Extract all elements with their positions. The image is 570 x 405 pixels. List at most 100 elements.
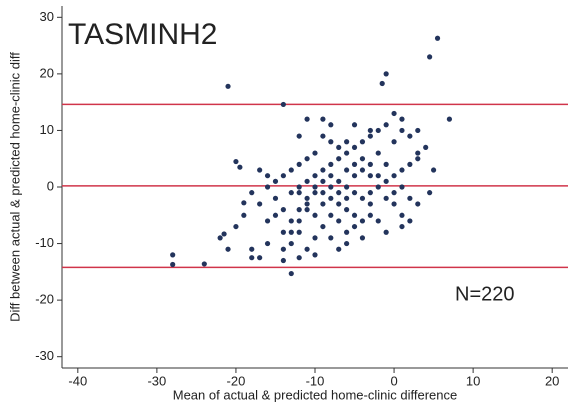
x-tick-label: -20 bbox=[227, 373, 246, 388]
point bbox=[328, 184, 334, 190]
point bbox=[320, 167, 326, 173]
point bbox=[249, 190, 255, 196]
point bbox=[328, 195, 334, 201]
point bbox=[415, 156, 421, 162]
point bbox=[304, 195, 310, 201]
point bbox=[304, 201, 310, 207]
point bbox=[288, 240, 294, 247]
point bbox=[383, 71, 389, 77]
point bbox=[328, 235, 334, 241]
point bbox=[351, 223, 358, 230]
point bbox=[272, 212, 279, 218]
y-tick-label: -30 bbox=[35, 348, 54, 363]
point bbox=[399, 223, 405, 230]
point bbox=[427, 54, 433, 60]
point bbox=[367, 161, 373, 167]
point bbox=[344, 207, 350, 213]
point bbox=[399, 167, 405, 173]
point bbox=[351, 144, 358, 151]
point bbox=[415, 150, 421, 156]
point bbox=[237, 164, 243, 170]
point bbox=[344, 139, 350, 145]
point bbox=[415, 127, 421, 134]
point bbox=[264, 218, 271, 224]
point bbox=[375, 150, 381, 156]
point bbox=[296, 207, 302, 213]
point bbox=[170, 252, 176, 258]
point bbox=[351, 190, 358, 196]
x-tick-label: 10 bbox=[466, 373, 480, 388]
point bbox=[320, 223, 326, 230]
point bbox=[336, 144, 342, 151]
x-tick-label: -30 bbox=[147, 373, 166, 388]
point bbox=[296, 218, 302, 224]
point bbox=[320, 133, 326, 139]
point bbox=[264, 173, 271, 179]
point bbox=[446, 116, 453, 122]
point bbox=[201, 261, 207, 267]
point bbox=[427, 190, 433, 196]
x-tick-label: -10 bbox=[306, 373, 325, 388]
point bbox=[359, 156, 366, 162]
point bbox=[170, 261, 176, 268]
point bbox=[320, 116, 326, 122]
point bbox=[328, 161, 334, 167]
point bbox=[375, 218, 381, 224]
point bbox=[249, 255, 255, 261]
point bbox=[336, 218, 342, 224]
point bbox=[383, 195, 389, 201]
point bbox=[344, 167, 350, 173]
point bbox=[280, 246, 286, 252]
point bbox=[221, 231, 227, 237]
point bbox=[383, 161, 389, 167]
point bbox=[304, 207, 310, 213]
point bbox=[336, 178, 342, 184]
point bbox=[351, 212, 358, 218]
point bbox=[225, 83, 231, 89]
point bbox=[399, 184, 405, 190]
point bbox=[407, 218, 413, 224]
point bbox=[257, 255, 263, 261]
point bbox=[272, 178, 279, 184]
point bbox=[304, 178, 310, 184]
point bbox=[272, 195, 279, 201]
point bbox=[367, 212, 373, 218]
point bbox=[391, 173, 397, 179]
point bbox=[407, 161, 413, 167]
point bbox=[336, 190, 342, 196]
point bbox=[399, 116, 405, 122]
point bbox=[312, 252, 318, 258]
point bbox=[415, 201, 421, 207]
point bbox=[407, 133, 413, 139]
point bbox=[359, 195, 366, 201]
point bbox=[320, 190, 326, 196]
point bbox=[375, 184, 381, 190]
point bbox=[328, 212, 334, 218]
point bbox=[233, 158, 239, 165]
y-tick-label: 20 bbox=[40, 65, 54, 80]
point bbox=[320, 201, 326, 207]
y-tick-label: -10 bbox=[35, 235, 54, 250]
point bbox=[288, 218, 294, 224]
point bbox=[328, 173, 334, 179]
point bbox=[312, 212, 318, 218]
point bbox=[367, 201, 373, 207]
point bbox=[367, 190, 373, 196]
y-tick-label: -20 bbox=[35, 292, 54, 307]
point bbox=[383, 229, 389, 235]
point bbox=[391, 190, 397, 196]
point bbox=[280, 207, 286, 213]
point bbox=[344, 195, 350, 201]
point bbox=[351, 161, 358, 167]
point bbox=[399, 212, 405, 218]
point bbox=[344, 184, 350, 190]
x-tick-label: 20 bbox=[545, 373, 559, 388]
point bbox=[344, 150, 350, 156]
point bbox=[344, 229, 350, 235]
x-tick-label: -40 bbox=[68, 373, 87, 388]
point bbox=[296, 190, 302, 196]
point bbox=[320, 178, 326, 184]
point bbox=[359, 235, 366, 241]
